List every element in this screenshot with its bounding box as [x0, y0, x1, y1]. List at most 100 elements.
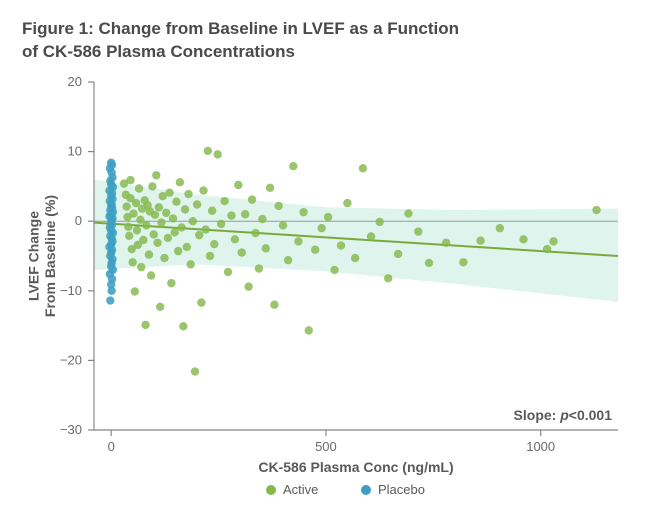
- y-axis-label: LVEF ChangeFrom Baseline (%): [25, 195, 58, 317]
- data-point: [244, 282, 252, 290]
- legend-label: Active: [283, 482, 318, 497]
- data-point: [459, 258, 467, 266]
- data-point: [160, 254, 168, 262]
- data-point: [176, 178, 184, 186]
- data-point: [193, 200, 201, 208]
- data-point: [195, 231, 203, 239]
- data-point: [210, 240, 218, 248]
- y-tick-label: 10: [68, 143, 82, 158]
- data-point: [148, 182, 156, 190]
- data-point: [162, 209, 170, 217]
- data-point: [224, 268, 232, 276]
- data-point: [141, 321, 149, 329]
- data-point: [145, 250, 153, 258]
- data-point: [174, 247, 182, 255]
- data-point: [255, 264, 263, 272]
- data-point: [549, 237, 557, 245]
- data-point: [404, 209, 412, 217]
- data-point: [238, 248, 246, 256]
- data-point: [289, 162, 297, 170]
- title-line-2: of CK-586 Plasma Concentrations: [22, 42, 295, 61]
- plot-svg: 05001000−30−20−1001020CK-586 Plasma Conc…: [22, 72, 632, 502]
- data-point: [133, 226, 141, 234]
- data-point: [330, 266, 338, 274]
- title-line-1: Figure 1: Change from Baseline in LVEF a…: [22, 19, 459, 38]
- data-point: [177, 223, 185, 231]
- data-point: [129, 209, 137, 217]
- data-point: [359, 164, 367, 172]
- figure-title: Figure 1: Change from Baseline in LVEF a…: [22, 18, 632, 64]
- data-point: [414, 227, 422, 235]
- data-point: [311, 245, 319, 253]
- data-point: [172, 197, 180, 205]
- data-point: [157, 218, 165, 226]
- data-point: [231, 235, 239, 243]
- data-point: [165, 188, 173, 196]
- data-point: [150, 230, 158, 238]
- data-point: [167, 279, 175, 287]
- data-point: [122, 202, 130, 210]
- data-point: [425, 259, 433, 267]
- data-point: [151, 211, 159, 219]
- data-point: [156, 302, 164, 310]
- data-point: [204, 147, 212, 155]
- x-axis-label: CK-586 Plasma Conc (ng/mL): [258, 459, 453, 475]
- data-point: [201, 225, 209, 233]
- data-point: [186, 260, 194, 268]
- data-point: [179, 322, 187, 330]
- y-tick-label: −10: [60, 283, 82, 298]
- data-point: [197, 298, 205, 306]
- y-tick-label: −30: [60, 422, 82, 437]
- data-point: [137, 263, 145, 271]
- data-point: [135, 184, 143, 192]
- scatter-plot: 05001000−30−20−1001020CK-586 Plasma Conc…: [22, 72, 632, 502]
- data-point: [384, 274, 392, 282]
- data-point: [183, 243, 191, 251]
- data-point: [125, 231, 133, 239]
- data-point: [106, 296, 114, 304]
- data-point: [394, 250, 402, 258]
- data-point: [266, 183, 274, 191]
- data-point: [169, 214, 177, 222]
- data-point: [199, 186, 207, 194]
- data-point: [324, 213, 332, 221]
- data-point: [279, 221, 287, 229]
- data-point: [189, 217, 197, 225]
- data-point: [191, 367, 199, 375]
- data-point: [351, 254, 359, 262]
- data-point: [139, 236, 147, 244]
- data-point: [213, 150, 221, 158]
- data-point: [153, 238, 161, 246]
- data-point: [375, 218, 383, 226]
- data-point: [284, 256, 292, 264]
- data-point: [476, 236, 484, 244]
- data-point: [220, 197, 228, 205]
- x-tick-label: 0: [108, 439, 115, 454]
- data-point: [317, 224, 325, 232]
- data-point: [592, 206, 600, 214]
- data-point: [258, 215, 266, 223]
- data-point: [442, 238, 450, 246]
- y-tick-label: 20: [68, 74, 82, 89]
- data-point: [142, 221, 150, 229]
- slope-annotation: Slope: p<0.001: [514, 407, 613, 423]
- legend-marker: [266, 485, 276, 495]
- data-point: [171, 228, 179, 236]
- data-point: [184, 190, 192, 198]
- data-point: [241, 210, 249, 218]
- data-point: [248, 195, 256, 203]
- y-tick-label: −20: [60, 352, 82, 367]
- data-point: [262, 244, 270, 252]
- legend-label: Placebo: [378, 482, 425, 497]
- data-point: [152, 171, 160, 179]
- data-point: [294, 237, 302, 245]
- legend-marker: [361, 485, 371, 495]
- data-point: [227, 211, 235, 219]
- data-point: [367, 232, 375, 240]
- data-point: [217, 220, 225, 228]
- x-tick-label: 1000: [526, 439, 555, 454]
- data-point: [206, 252, 214, 260]
- data-point: [270, 300, 278, 308]
- data-point: [131, 287, 139, 295]
- data-point: [107, 286, 115, 294]
